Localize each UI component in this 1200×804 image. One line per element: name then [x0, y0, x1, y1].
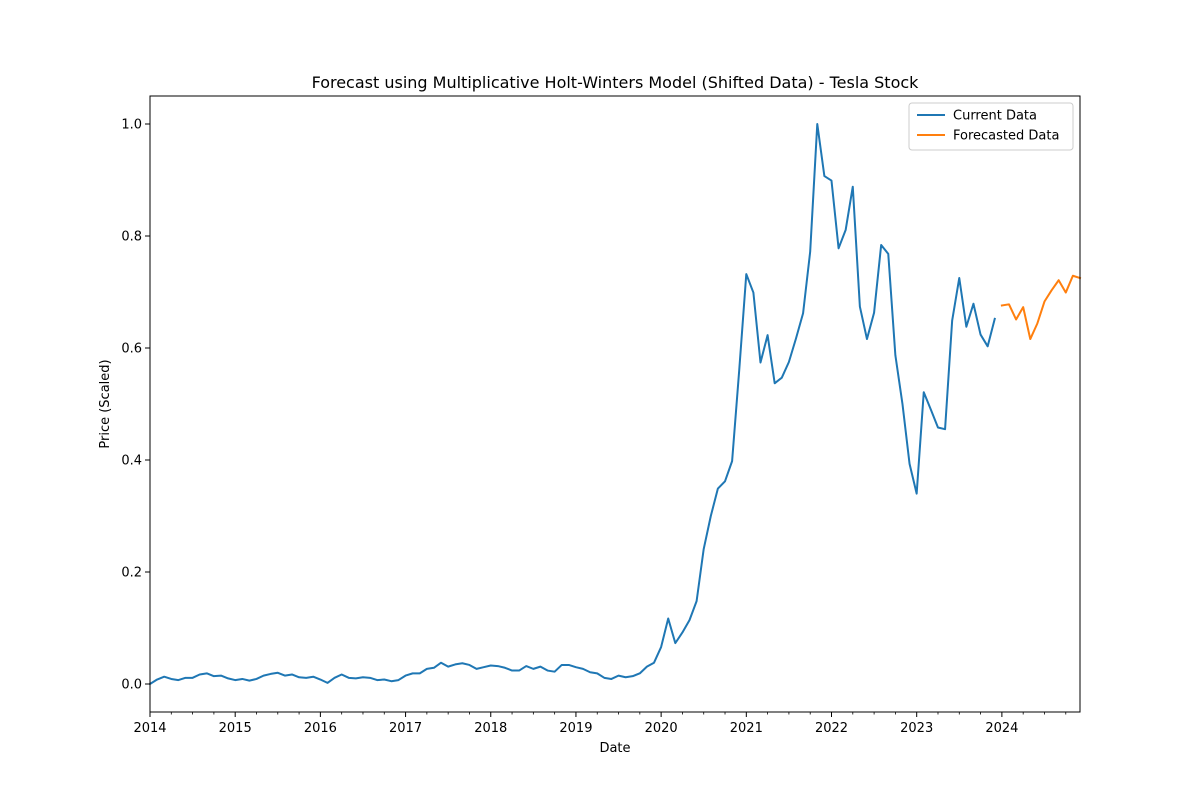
legend-frame: [908, 102, 1074, 151]
legend-label-forecasted-data: Forecasted Data: [953, 129, 1059, 144]
y-tick-label: 0.4: [121, 454, 142, 469]
y-tick-label: 1.0: [121, 118, 142, 133]
series-line-forecasted-data: [1000, 274, 1082, 341]
y-tick-label: 0.8: [121, 230, 142, 245]
x-tick-label: 2015: [219, 721, 252, 736]
x-tick-label: 2016: [304, 721, 337, 736]
x-tick-label: 2019: [559, 721, 592, 736]
x-axis-label: Date: [599, 741, 630, 756]
x-tick-label: 2022: [815, 721, 848, 736]
x-tick-label: 2018: [474, 721, 507, 736]
x-tick-label: 2017: [389, 721, 422, 736]
y-tick-label: 0.0: [121, 678, 142, 693]
y-axis-label: Price (Scaled): [98, 359, 113, 448]
plot-frame: [149, 95, 1081, 713]
x-tick-label: 2023: [900, 721, 933, 736]
x-tick-label: 2024: [985, 721, 1018, 736]
y-axis: 0.0 0.2 0.4 0.6 0.8 1.0: [121, 118, 150, 693]
series-line-current-data: [148, 123, 996, 686]
y-tick-label: 0.2: [121, 566, 142, 581]
x-tick-label: 2020: [645, 721, 678, 736]
x-axis: 2014 2015 2016 2017 2018 2019 2020 2021 2022 2023…: [133, 712, 1067, 736]
chart-title: Forecast using Multiplicative Holt-Winte…: [312, 73, 920, 92]
y-tick-label: 0.6: [121, 342, 142, 357]
legend: Current Data Forecasted Data: [908, 102, 1074, 151]
x-tick-label: 2021: [730, 721, 763, 736]
series-layer: [148, 123, 1082, 686]
legend-label-current-data: Current Data: [953, 109, 1037, 124]
x-tick-label: 2014: [133, 721, 166, 736]
